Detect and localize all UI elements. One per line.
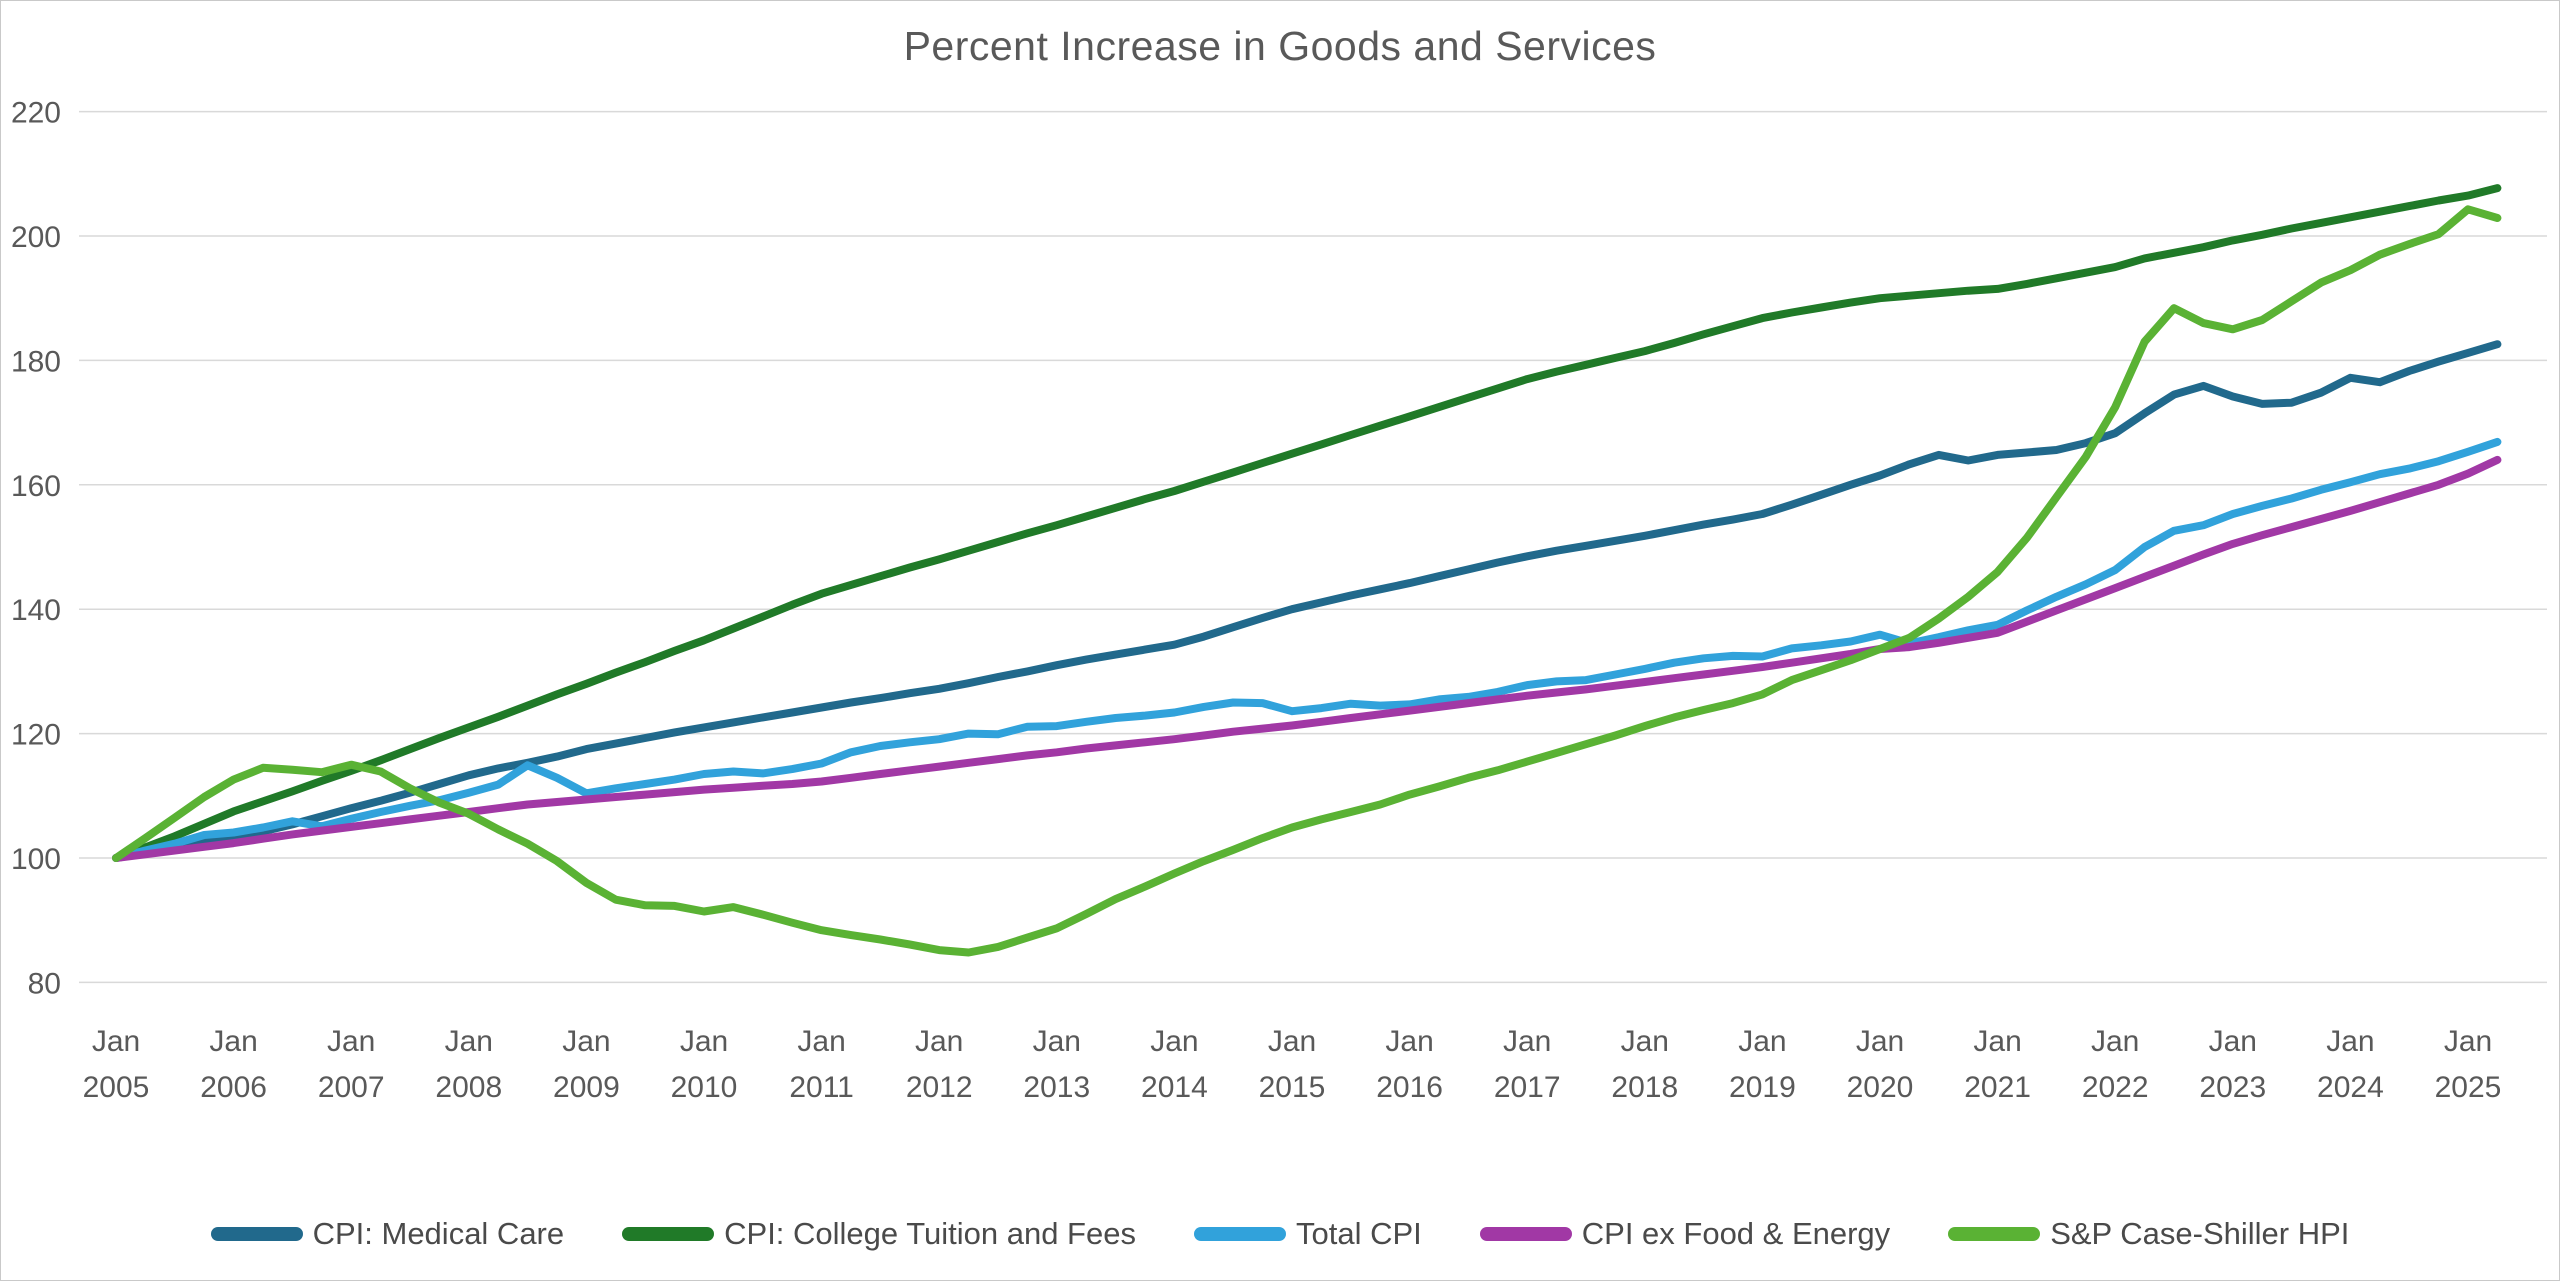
x-axis-year-label-2022: 2022 [2082,1071,2149,1104]
x-axis-month-label-2010: Jan [680,1025,728,1058]
legend-item-s-p-case-shiller-hpi: S&P Case-Shiller HPI [1948,1216,2349,1252]
x-axis-year-label-2013: 2013 [1023,1071,1090,1104]
chart-title: Percent Increase in Goods and Services [903,23,1657,69]
x-axis-year-label-2005: 2005 [83,1071,150,1104]
y-axis-label-80: 80 [28,967,61,1000]
x-axis-month-label-2015: Jan [1268,1025,1316,1058]
y-axis-label-200: 200 [11,221,61,254]
y-axis-label-140: 140 [11,594,61,627]
x-axis-month-label-2017: Jan [1503,1025,1551,1058]
legend-label: CPI: College Tuition and Fees [724,1216,1136,1251]
x-axis-month-label-2024: Jan [2326,1025,2374,1058]
legend-item-cpi-ex-food-energy: CPI ex Food & Energy [1479,1216,1891,1252]
x-axis-year-label-2023: 2023 [2199,1071,2266,1104]
x-axis-month-label-2013: Jan [1033,1025,1081,1058]
x-axis-month-label-2011: Jan [797,1025,845,1058]
legend-swatch-icon [622,1227,715,1241]
x-axis-month-label-2020: Jan [1856,1025,1904,1058]
y-axis-label-160: 160 [11,470,61,503]
legend-item-total-cpi: Total CPI [1193,1216,1422,1252]
x-axis-year-label-2007: 2007 [318,1071,385,1104]
x-axis-month-label-2019: Jan [1738,1025,1786,1058]
y-axis-label-220: 220 [11,97,61,130]
x-axis-month-label-2005: Jan [92,1025,140,1058]
x-axis-year-label-2017: 2017 [1494,1071,1561,1104]
legend-item-cpi-medical-care: CPI: Medical Care [210,1216,565,1252]
y-axis-label-120: 120 [11,719,61,752]
x-axis-year-label-2015: 2015 [1259,1071,1326,1104]
y-axis-label-100: 100 [11,843,61,876]
x-axis-year-label-2012: 2012 [906,1071,973,1104]
series-line-total-cpi [112,437,2502,862]
series-line-s-p-case-shiller-hpi [112,205,2502,957]
legend-label: CPI: Medical Care [312,1216,565,1251]
x-axis-year-label-2018: 2018 [1611,1071,1678,1104]
x-axis-year-label-2021: 2021 [1964,1071,2031,1104]
x-axis-month-label-2008: Jan [445,1025,493,1058]
x-axis-year-label-2014: 2014 [1141,1071,1208,1104]
legend-label: Total CPI [1295,1216,1422,1251]
legend-swatch-icon [1948,1227,2041,1241]
x-axis-month-label-2009: Jan [562,1025,610,1058]
legend-item-cpi-college-tuition-and-fees: CPI: College Tuition and Fees [622,1216,1136,1252]
y-axis-label-180: 180 [11,345,61,378]
series-line-cpi-medical-care [112,340,2502,862]
x-axis-month-label-2016: Jan [1385,1025,1433,1058]
x-axis-month-label-2006: Jan [209,1025,257,1058]
legend-label: CPI ex Food & Energy [1581,1216,1891,1251]
x-axis-year-label-2020: 2020 [1847,1071,1914,1104]
x-axis-year-label-2008: 2008 [435,1071,502,1104]
series-line-cpi-college-tuition-and-fees [112,184,2502,862]
x-axis-year-label-2009: 2009 [553,1071,620,1104]
x-axis-month-label-2012: Jan [915,1025,963,1058]
x-axis-year-label-2016: 2016 [1376,1071,1443,1104]
x-axis-month-label-2023: Jan [2209,1025,2257,1058]
x-axis-year-label-2011: 2011 [789,1071,854,1104]
x-axis-month-label-2021: Jan [1973,1025,2021,1058]
chart-legend: CPI: Medical Care CPI: College Tuition an… [1,1216,2559,1252]
legend-label: S&P Case-Shiller HPI [2050,1216,2350,1251]
x-axis-year-label-2025: 2025 [2435,1071,2502,1104]
x-axis-month-label-2022: Jan [2091,1025,2139,1058]
legend-swatch-icon [210,1227,303,1241]
x-axis-year-label-2019: 2019 [1729,1071,1796,1104]
x-axis-month-label-2025: Jan [2444,1025,2492,1058]
x-axis-month-label-2018: Jan [1621,1025,1669,1058]
series-line-cpi-ex-food-energy [112,455,2502,862]
x-axis-year-label-2006: 2006 [200,1071,267,1104]
x-axis-month-label-2014: Jan [1150,1025,1198,1058]
x-axis-year-label-2010: 2010 [671,1071,738,1104]
legend-swatch-icon [1479,1227,1572,1241]
x-axis-month-label-2007: Jan [327,1025,375,1058]
x-axis-year-label-2024: 2024 [2317,1071,2384,1104]
legend-swatch-icon [1193,1227,1286,1241]
